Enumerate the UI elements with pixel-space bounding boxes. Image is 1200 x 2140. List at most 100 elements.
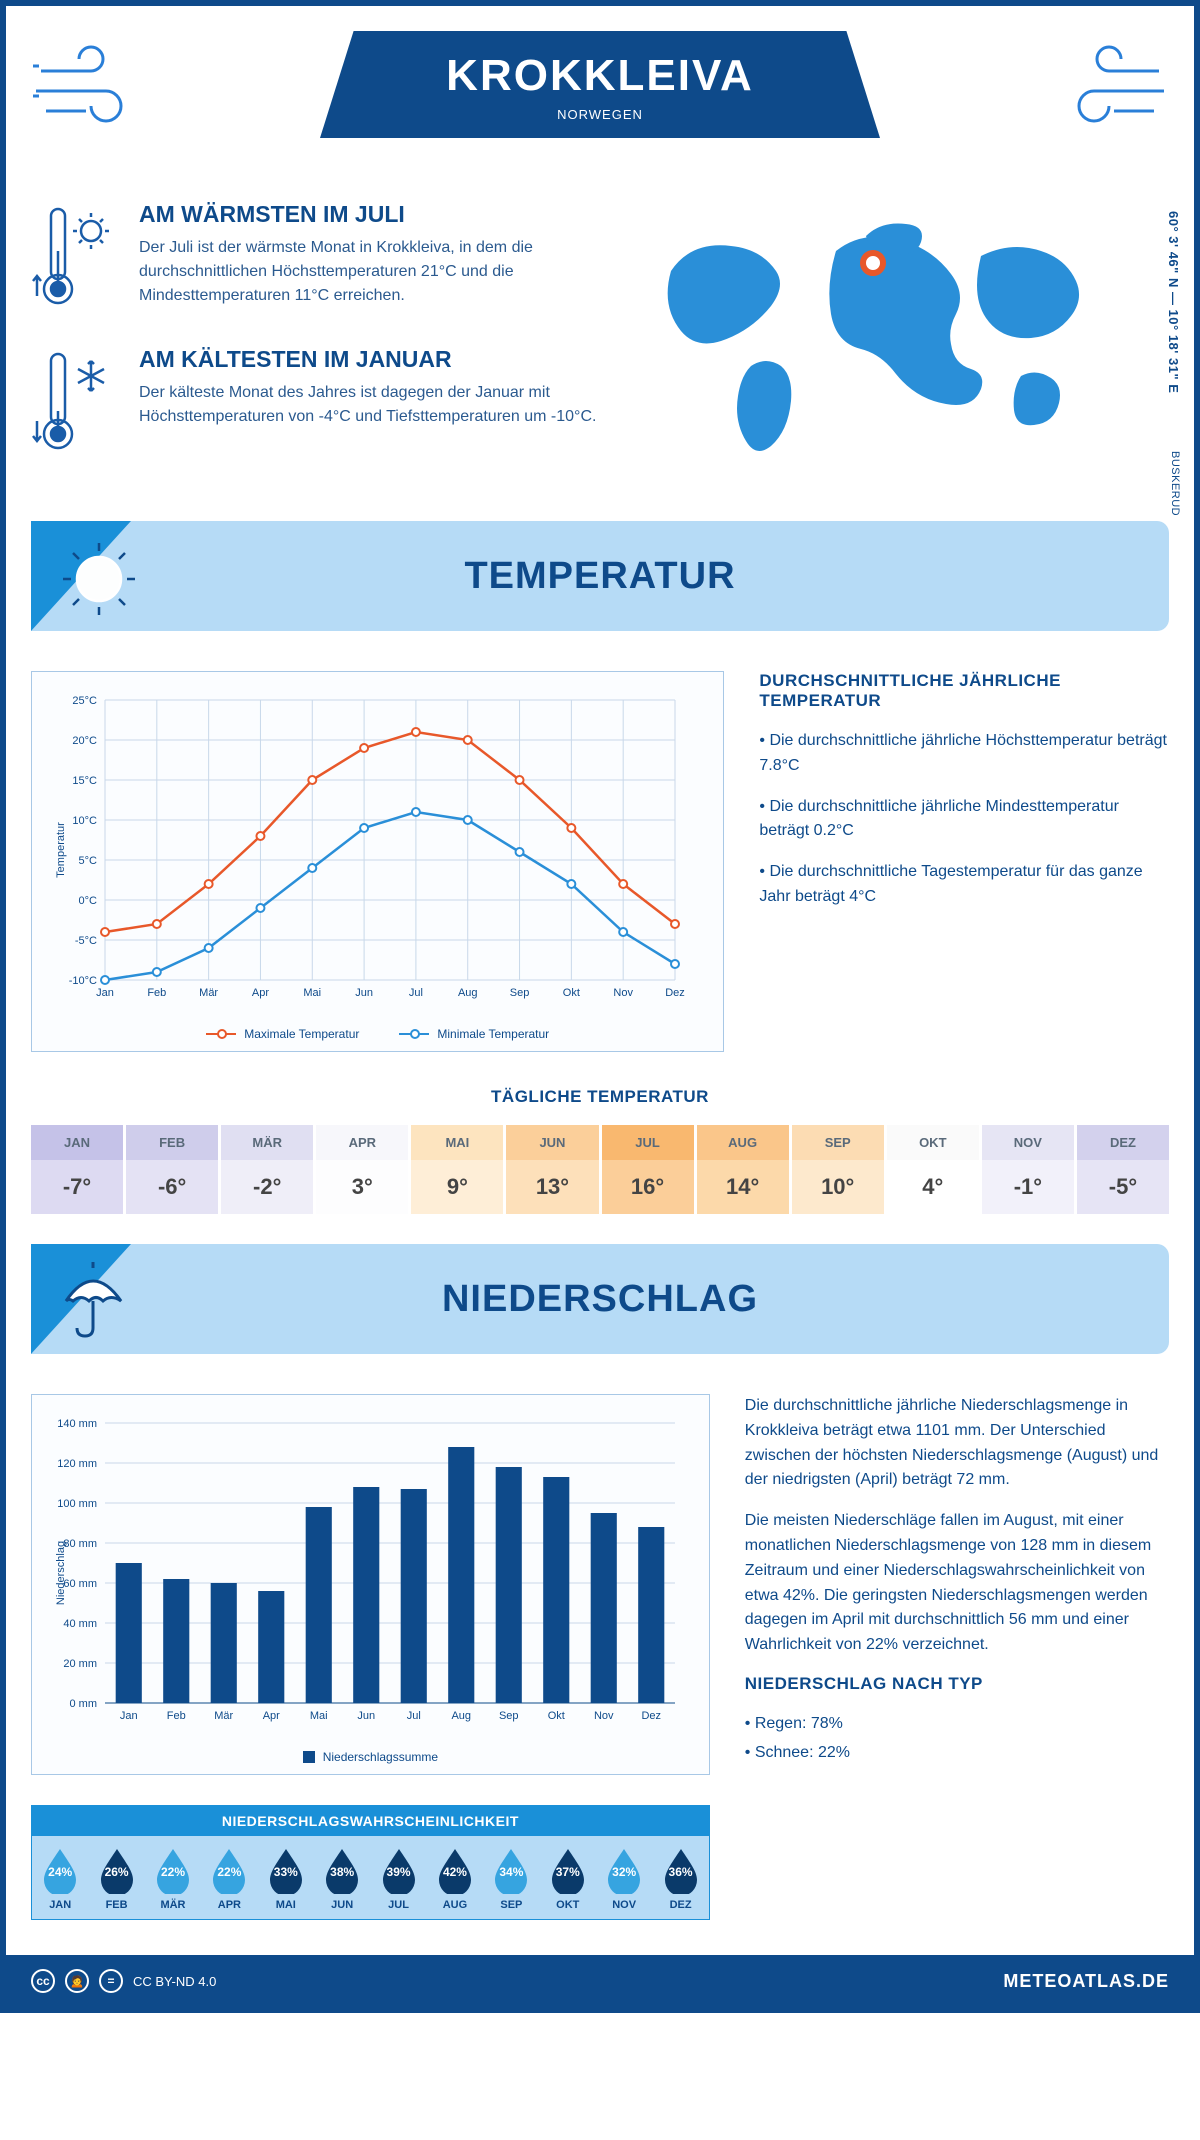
daily-temp-title: TÄGLICHE TEMPERATUR (31, 1087, 1169, 1107)
svg-text:Okt: Okt (548, 1710, 565, 1722)
precip-side-text: Die durchschnittliche jährliche Niedersc… (745, 1394, 1169, 1920)
svg-text:80 mm: 80 mm (63, 1538, 97, 1550)
warmest-title: AM WÄRMSTEN IM JULI (139, 201, 611, 228)
world-map-icon (641, 201, 1169, 466)
svg-text:Jul: Jul (409, 987, 423, 999)
prob-cell: 39%JUL (370, 1836, 426, 1919)
svg-text:60 mm: 60 mm (63, 1578, 97, 1590)
prob-cell: 38%JUN (314, 1836, 370, 1919)
prob-cell: 33%MAI (258, 1836, 314, 1919)
svg-text:40 mm: 40 mm (63, 1618, 97, 1630)
temp-cell: DEZ-5° (1077, 1125, 1169, 1214)
coldest-block: AM KÄLTESTEN IM JANUAR Der kälteste Mona… (31, 346, 611, 461)
svg-text:20 mm: 20 mm (63, 1658, 97, 1670)
svg-text:Apr: Apr (252, 987, 269, 999)
license-text: CC BY-ND 4.0 (133, 1974, 216, 1989)
prob-cell: 26%FEB (88, 1836, 144, 1919)
temp-cell: JAN-7° (31, 1125, 123, 1214)
svg-text:15°C: 15°C (72, 775, 97, 787)
page-subtitle: NORWEGEN (320, 107, 880, 122)
svg-text:-10°C: -10°C (69, 975, 97, 987)
temp-cell: APR3° (316, 1125, 408, 1214)
prob-title: NIEDERSCHLAGSWAHRSCHEINLICHKEIT (32, 1806, 709, 1836)
temp-section-banner: TEMPERATUR (31, 521, 1169, 631)
temp-cell: NOV-1° (982, 1125, 1074, 1214)
temp-cell: JUL16° (602, 1125, 694, 1214)
svg-text:Mär: Mär (214, 1710, 233, 1722)
svg-text:10°C: 10°C (72, 815, 97, 827)
svg-text:20°C: 20°C (72, 735, 97, 747)
svg-text:Sep: Sep (499, 1710, 519, 1722)
temp-cell: FEB-6° (126, 1125, 218, 1214)
svg-text:Jun: Jun (357, 1710, 375, 1722)
svg-text:Sep: Sep (510, 987, 530, 999)
map-column: 60° 3' 46" N — 10° 18' 31" E BUSKERUD (641, 201, 1169, 491)
svg-text:Niederschlag: Niederschlag (55, 1541, 67, 1605)
precip-chart-legend: Niederschlagssumme (50, 1750, 691, 1764)
svg-text:Mai: Mai (310, 1710, 328, 1722)
temp-cell: OKT4° (887, 1125, 979, 1214)
svg-text:120 mm: 120 mm (57, 1458, 97, 1470)
thermometer-snow-icon (31, 346, 121, 461)
svg-text:Jan: Jan (120, 1710, 138, 1722)
prob-cell: 37%OKT (540, 1836, 596, 1919)
prob-cell: 22%MÄR (145, 1836, 201, 1919)
prob-cell: 32%NOV (596, 1836, 652, 1919)
svg-text:Dez: Dez (665, 987, 685, 999)
temp-side-text: DURCHSCHNITTLICHE JÄHRLICHE TEMPERATUR •… (759, 671, 1169, 1052)
svg-text:100 mm: 100 mm (57, 1498, 97, 1510)
prob-cell: 24%JAN (32, 1836, 88, 1919)
svg-text:Feb: Feb (167, 1710, 186, 1722)
umbrella-icon (51, 1256, 136, 1346)
temp-chart-legend: Maximale Temperatur Minimale Temperatur (50, 1027, 705, 1041)
region-label: BUSKERUD (1169, 451, 1181, 516)
page-title: KROKKLEIVA (320, 51, 880, 101)
precip-bar-chart: 0 mm 20 mm 40 mm 60 mm 80 mm 100 mm 120 mm 140 … (31, 1394, 710, 1775)
coordinates: 60° 3' 46" N — 10° 18' 31" E (1166, 211, 1181, 393)
precip-section-banner: NIEDERSCHLAG (31, 1244, 1169, 1354)
svg-text:Nov: Nov (594, 1710, 614, 1722)
precip-probability-table: NIEDERSCHLAGSWAHRSCHEINLICHKEIT 24%JAN26… (31, 1805, 710, 1920)
svg-text:Nov: Nov (613, 987, 633, 999)
svg-text:Aug: Aug (451, 1710, 471, 1722)
svg-text:Jan: Jan (96, 987, 114, 999)
svg-text:Mär: Mär (199, 987, 218, 999)
temp-cell: AUG14° (697, 1125, 789, 1214)
svg-text:140 mm: 140 mm (57, 1418, 97, 1430)
header: KROKKLEIVA NORWEGEN (31, 31, 1169, 181)
svg-text:5°C: 5°C (79, 855, 98, 867)
temp-side-title: DURCHSCHNITTLICHE JÄHRLICHE TEMPERATUR (759, 671, 1169, 711)
svg-text:Jul: Jul (407, 1710, 421, 1722)
title-banner: KROKKLEIVA NORWEGEN (320, 31, 880, 138)
prob-cell: 42%AUG (427, 1836, 483, 1919)
svg-text:Mai: Mai (303, 987, 321, 999)
brand-name: METEOATLAS.DE (1003, 1971, 1169, 1992)
wind-icon-left (31, 41, 151, 136)
prob-cell: 36%DEZ (652, 1836, 708, 1919)
temp-section-title: TEMPERATUR (464, 555, 735, 598)
warmest-block: AM WÄRMSTEN IM JULI Der Juli ist der wär… (31, 201, 611, 316)
nd-icon: = (99, 1969, 123, 1993)
cc-icon: cc (31, 1969, 55, 1993)
temp-cell: JUN13° (506, 1125, 598, 1214)
svg-text:-5°C: -5°C (75, 935, 97, 947)
coldest-text: Der kälteste Monat des Jahres ist dagege… (139, 381, 611, 429)
prob-cell: 22%APR (201, 1836, 257, 1919)
svg-text:0°C: 0°C (79, 895, 98, 907)
svg-text:Dez: Dez (641, 1710, 661, 1722)
svg-text:Okt: Okt (563, 987, 580, 999)
thermometer-sun-icon (31, 201, 121, 316)
temp-line-chart: -10°C-5°C0°C5°C10°C15°C20°C25°CJanFebMär… (31, 671, 724, 1052)
precip-type-title: NIEDERSCHLAG NACH TYP (745, 1674, 1169, 1694)
svg-text:Jun: Jun (355, 987, 373, 999)
wind-icon-right (1049, 41, 1169, 136)
page-frame: KROKKLEIVA NORWEGEN (0, 0, 1200, 2013)
daily-temp-grid: JAN-7°FEB-6°MÄR-2°APR3°MAI9°JUN13°JUL16°… (31, 1125, 1169, 1214)
svg-text:Temperatur: Temperatur (55, 822, 67, 878)
svg-text:0 mm: 0 mm (70, 1698, 98, 1710)
svg-text:25°C: 25°C (72, 695, 97, 707)
sun-icon (59, 539, 139, 624)
coldest-title: AM KÄLTESTEN IM JANUAR (139, 346, 611, 373)
precip-section-title: NIEDERSCHLAG (442, 1278, 758, 1321)
svg-text:Apr: Apr (263, 1710, 280, 1722)
